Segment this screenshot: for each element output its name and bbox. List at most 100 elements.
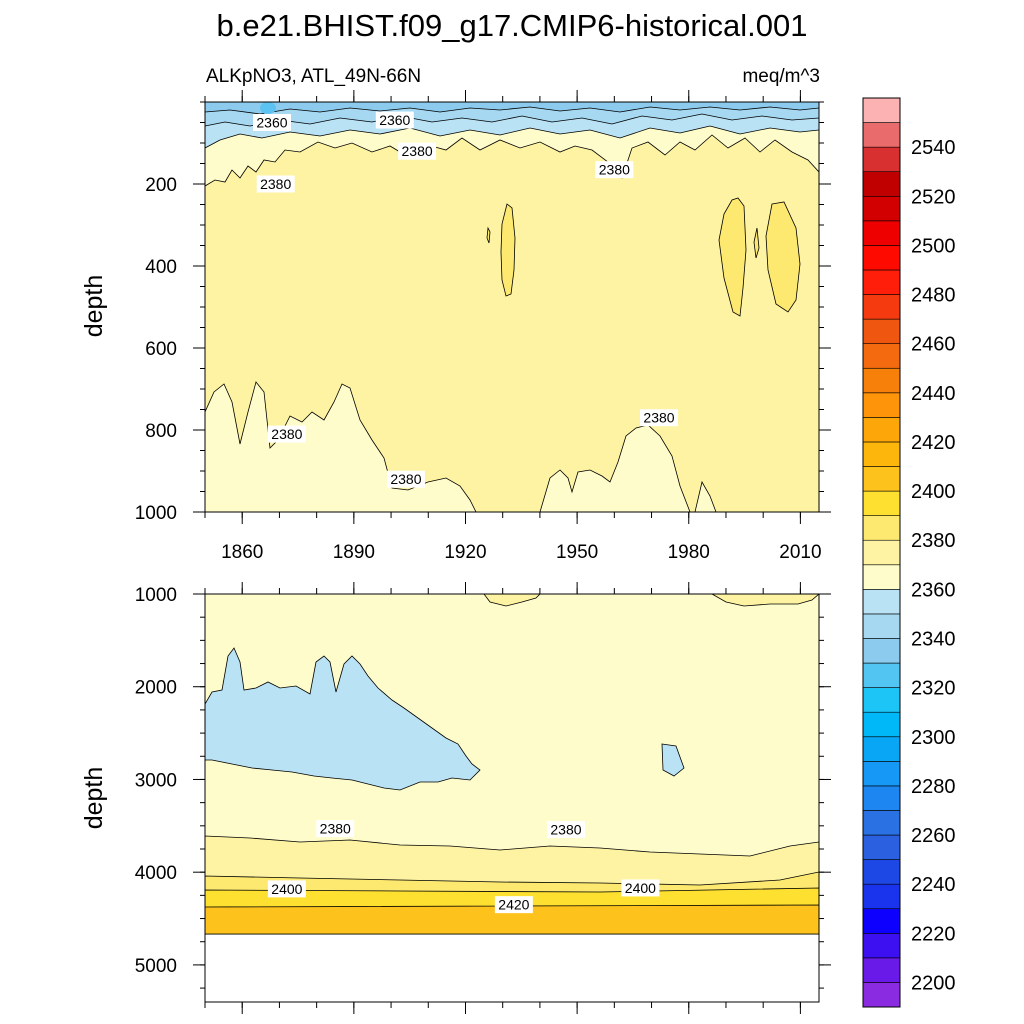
contour-label: 2380 <box>271 426 302 442</box>
colorbar-tick-label: 2460 <box>911 334 956 356</box>
colorbar-swatch <box>862 834 901 860</box>
x-tick-label: 1950 <box>556 542 598 563</box>
colorbar-swatch <box>862 220 901 246</box>
colorbar-tick-label: 2420 <box>911 432 956 454</box>
colorbar-swatch <box>862 97 901 123</box>
y-tick-label: 1000 <box>135 503 177 524</box>
contour-label: 2380 <box>550 822 581 838</box>
fill-2330-spot <box>260 102 276 114</box>
contour-label-bg <box>639 409 678 427</box>
fill-2360-deep-left <box>205 647 481 791</box>
units-label: meq/m^3 <box>742 66 820 87</box>
x-tick-label: 1890 <box>333 542 375 563</box>
fill-2390-e <box>765 201 801 313</box>
contour-label: 2380 <box>390 471 421 487</box>
colorbar-swatch <box>862 195 901 222</box>
colorbar-swatch <box>862 736 901 762</box>
contour-label-bg <box>375 111 414 129</box>
colorbar-swatch <box>862 957 901 983</box>
bottom-y-axis-label: depth <box>80 767 108 830</box>
fill-2390-a <box>500 203 516 297</box>
colorbar-tick-label: 2520 <box>911 186 956 208</box>
colorbar-swatch <box>862 932 901 959</box>
fill-2380-top-a <box>483 594 541 607</box>
contour-label-bg <box>398 142 437 160</box>
x-tick-label: 2010 <box>779 542 821 563</box>
fill-2390-b <box>486 226 491 244</box>
contour-label: 2400 <box>625 880 656 896</box>
x-tick-label: 1980 <box>668 542 710 563</box>
colorbar-swatch <box>862 441 901 467</box>
colorbar-swatch <box>862 564 901 590</box>
fill-2370-left <box>205 381 477 512</box>
deep-depth-panel: 1000 2000 3000 4000 5000 2380 2380 2400 2400 242… <box>80 582 831 1014</box>
x-tick-label: 1860 <box>221 542 263 563</box>
colorbar-tick-label: 2300 <box>911 727 956 749</box>
upper-depth-panel: 200 400 600 800 1000 1860 1890 1920 1950 1980 201… <box>80 90 831 563</box>
colorbar-swatch <box>862 662 901 688</box>
contour-label-bg <box>386 470 425 488</box>
fill-2390-c <box>718 197 747 317</box>
colorbar-tick-label: 2280 <box>911 776 956 798</box>
colorbar-tick-label: 2380 <box>911 530 956 552</box>
colorbar-swatch <box>862 810 901 836</box>
contour-label-bg <box>267 880 306 898</box>
x-tick-label: 1920 <box>444 542 486 563</box>
contour-label-bg <box>316 820 355 838</box>
colorbar: 2200 2220 2240 2260 2280 2300 2320 2340 2360 2380… <box>862 97 956 1008</box>
colorbar-frame <box>862 97 901 1008</box>
fill-2390-d <box>753 227 760 259</box>
contour-label: 2380 <box>402 143 433 159</box>
contour-label: 2380 <box>260 176 291 192</box>
fill-2370-right <box>694 480 717 512</box>
fill-2370-mid <box>539 424 691 512</box>
colorbar-swatch <box>862 171 901 197</box>
y-tick-label: 2000 <box>135 678 177 699</box>
colorbar-swatch <box>862 761 901 787</box>
contour-label-bg <box>546 821 585 839</box>
colorbar-swatch <box>862 687 901 713</box>
contour-label: 2360 <box>379 112 410 128</box>
colorbar-swatch <box>862 146 901 173</box>
fill-2360-deep-right <box>661 743 685 777</box>
colorbar-swatch <box>862 367 901 394</box>
contour-label-bg <box>256 175 295 193</box>
colorbar-swatch <box>862 245 901 271</box>
colorbar-tick-label: 2260 <box>911 825 956 847</box>
bottom-plot-frame <box>204 593 820 1003</box>
colorbar-swatch <box>862 785 901 811</box>
colorbar-swatch <box>862 638 901 664</box>
colorbar-swatch <box>862 269 901 295</box>
contour-label: 2380 <box>643 410 674 426</box>
chart-title: b.e21.BHIST.f09_g17.CMIP6-historical.001 <box>216 8 807 43</box>
colorbar-tick-label: 2240 <box>911 874 956 896</box>
contour-label-bg <box>252 114 291 131</box>
colorbar-swatch <box>862 859 901 885</box>
fill-2340 <box>205 102 819 115</box>
colorbar-swatch <box>862 392 901 418</box>
colorbar-swatch <box>862 982 901 1008</box>
colorbar-tick-label: 2400 <box>911 481 956 503</box>
contour-label: 2380 <box>320 821 351 837</box>
y-tick-label: 3000 <box>135 770 177 791</box>
top-y-axis-label: depth <box>80 275 108 338</box>
colorbar-swatch <box>862 613 901 639</box>
variable-label: ALKpNO3, ATL_49N-66N <box>206 66 421 87</box>
contour-label-bg <box>621 879 660 897</box>
y-tick-label: 1000 <box>135 585 177 606</box>
contour-label: 2420 <box>498 897 529 913</box>
y-tick-label: 800 <box>145 421 177 442</box>
colorbar-swatch <box>862 589 901 615</box>
colorbar-swatch <box>862 417 901 443</box>
colorbar-tick-label: 2340 <box>911 628 956 650</box>
colorbar-tick-label: 2200 <box>911 972 956 994</box>
contour-label: 2380 <box>599 162 630 178</box>
colorbar-tick-label: 2320 <box>911 678 956 700</box>
colorbar-swatch <box>862 711 901 738</box>
y-tick-label: 600 <box>145 339 177 360</box>
contour-label: 2400 <box>271 881 302 897</box>
colorbar-tick-label: 2500 <box>911 235 956 257</box>
colorbar-tick-label: 2440 <box>911 383 956 405</box>
fill-2410-deep <box>205 904 819 935</box>
